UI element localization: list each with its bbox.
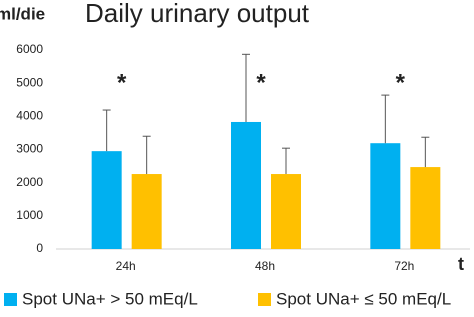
y-tick-label: 1000 [16, 208, 43, 222]
legend-swatch [4, 293, 17, 306]
y-tick-label: 0 [36, 241, 43, 255]
y-tick-label: 4000 [16, 109, 43, 123]
chart-title: Daily urinary output [85, 0, 310, 28]
x-tick-label: 48h [255, 259, 275, 273]
bar [410, 167, 441, 249]
bar [271, 174, 301, 249]
y-tick-label: 2000 [16, 175, 43, 189]
annotation: * [256, 69, 266, 96]
legend-label: Spot UNa+ > 50 mEq/L [22, 289, 198, 308]
x-axis-label: t [458, 254, 464, 274]
bar [370, 143, 401, 249]
y-tick-label: 5000 [16, 75, 43, 89]
y-axis-label: ml/die [0, 4, 45, 23]
annotation: * [396, 69, 406, 96]
x-tick-label: 24h [116, 259, 136, 273]
x-tick-label: 72h [394, 259, 414, 273]
annotation: * [117, 69, 127, 96]
y-tick-label: 3000 [16, 142, 43, 156]
bar [91, 151, 122, 249]
y-tick-label: 6000 [16, 42, 43, 56]
bar [131, 174, 162, 249]
bar [231, 121, 261, 249]
legend-swatch [258, 293, 271, 306]
legend-label: Spot UNa+ ≤ 50 mEq/L [276, 289, 451, 308]
